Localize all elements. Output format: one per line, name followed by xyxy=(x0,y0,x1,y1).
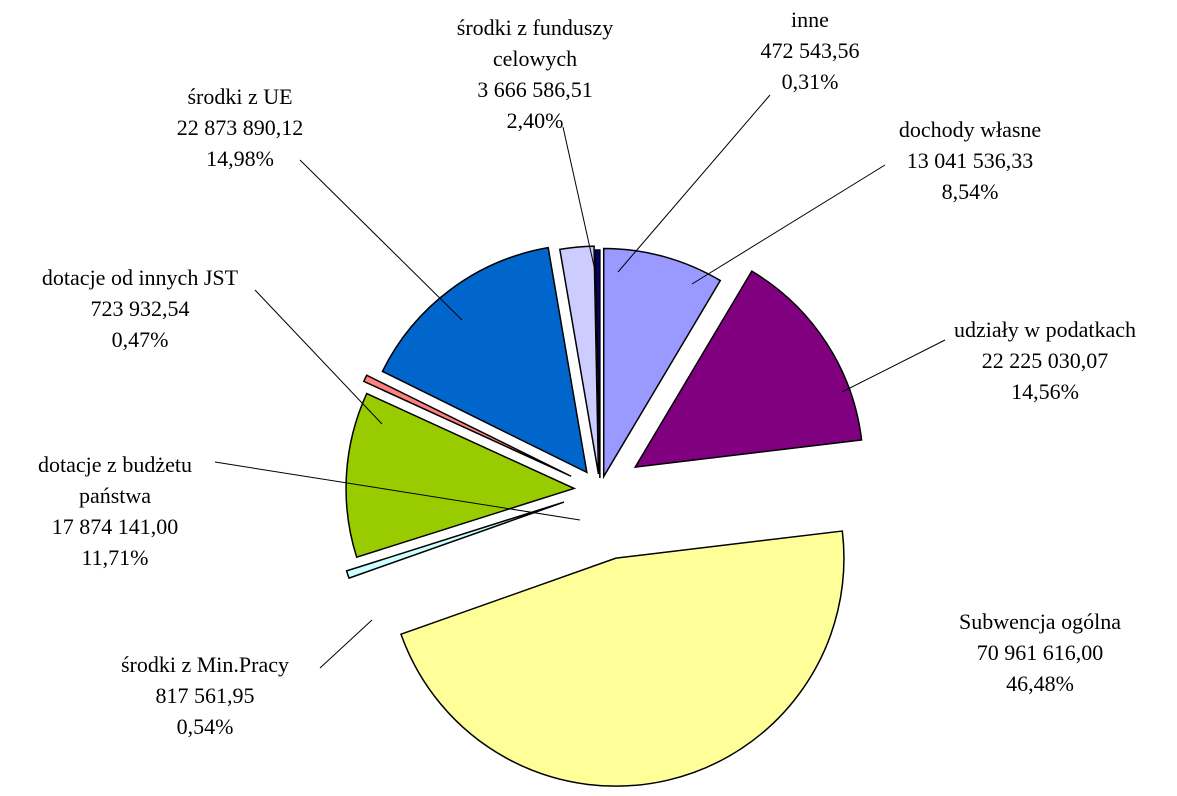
slice-amount: 13 041 536,33 xyxy=(906,148,1034,173)
pie-slice xyxy=(345,501,565,580)
slice-label: udziały w podatkach 22 225 030,07 14,56% xyxy=(915,314,1175,407)
pie-slice xyxy=(633,270,863,469)
slice-percent: 11,71% xyxy=(81,545,149,570)
slice-label: środki z UE 22 873 890,12 14,98% xyxy=(130,81,350,174)
pie-slice xyxy=(381,246,588,474)
slice-percent: 14,98% xyxy=(206,146,274,171)
slice-label: inne 472 543,56 0,31% xyxy=(735,4,885,97)
slice-name: inne xyxy=(791,7,829,32)
slice-name: środki z Min.Pracy xyxy=(120,652,290,677)
slice-percent: 46,48% xyxy=(1006,671,1074,696)
slice-amount: 3 666 586,51 xyxy=(477,77,593,102)
pie-slice xyxy=(400,530,845,787)
slice-amount: 723 932,54 xyxy=(90,296,190,321)
leader-line xyxy=(299,159,463,321)
pie-slice xyxy=(362,374,572,477)
slice-percent: 14,56% xyxy=(1011,379,1079,404)
slice-amount: 817 561,95 xyxy=(155,683,255,708)
slice-label: dotacje od innych JST 723 932,54 0,47% xyxy=(5,262,275,355)
pie-slice xyxy=(594,249,601,479)
leader-line xyxy=(691,164,886,285)
slice-label: dotacje z budżetu państwa 17 874 141,00 11… xyxy=(10,449,220,573)
slice-percent: 0,54% xyxy=(176,714,234,739)
slice-name: dotacje od innych JST xyxy=(41,265,239,290)
slice-amount: 22 873 890,12 xyxy=(176,115,304,140)
pie-slice xyxy=(558,245,600,475)
slice-amount: 70 961 616,00 xyxy=(976,640,1104,665)
slice-name: Subwencja ogólna xyxy=(959,609,1121,634)
slice-amount: 22 225 030,07 xyxy=(981,348,1109,373)
leader-line xyxy=(254,289,383,425)
slice-label: Subwencja ogólna 70 961 616,00 46,48% xyxy=(910,606,1170,699)
pie-slice xyxy=(345,392,577,559)
slice-name: środki z UE xyxy=(187,84,293,109)
slice-name: udziały w podatkach xyxy=(953,317,1137,342)
pie-slice xyxy=(602,247,722,480)
slice-label: środki z funduszy celowych 3 666 586,51 2,… xyxy=(435,12,635,136)
slice-name: dotacje z budżetu państwa xyxy=(38,452,192,508)
leader-line xyxy=(214,461,581,521)
slice-name: dochody własne xyxy=(898,117,1042,142)
slice-label: dochody własne 13 041 536,33 8,54% xyxy=(860,114,1080,207)
slice-percent: 8,54% xyxy=(941,179,999,204)
leader-line xyxy=(841,339,946,393)
leader-line xyxy=(319,619,373,669)
slice-percent: 2,40% xyxy=(506,108,564,133)
leader-line xyxy=(562,126,597,276)
slice-percent: 0,47% xyxy=(111,327,169,352)
slice-amount: 17 874 141,00 xyxy=(51,514,179,539)
slice-label: środki z Min.Pracy 817 561,95 0,54% xyxy=(85,649,325,742)
leader-line xyxy=(617,94,771,273)
slice-percent: 0,31% xyxy=(781,69,839,94)
slice-name: środki z funduszy celowych xyxy=(456,15,614,71)
slice-amount: 472 543,56 xyxy=(760,38,860,63)
